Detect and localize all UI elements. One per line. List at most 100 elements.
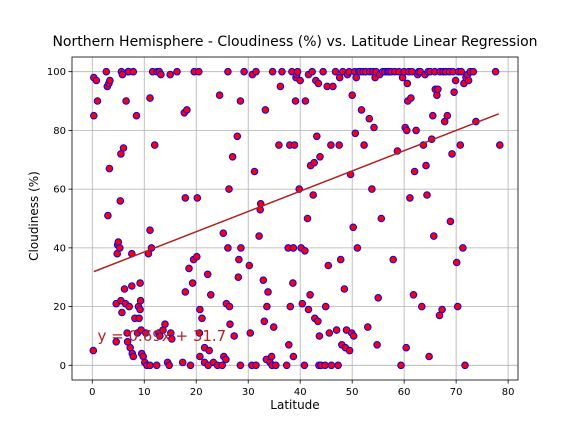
scatter-point <box>443 111 452 120</box>
scatter-point <box>125 302 133 311</box>
scatter-point <box>298 299 307 308</box>
scatter-point <box>226 320 234 329</box>
scatter-point <box>93 97 102 105</box>
scatter-point <box>142 329 150 337</box>
scatter-points <box>89 67 504 370</box>
scatter-point <box>314 79 323 88</box>
scatter-point <box>129 67 138 76</box>
scatter-point <box>300 361 309 370</box>
scatter-point <box>269 323 278 331</box>
plot-frame <box>71 56 519 381</box>
scatter-point <box>340 285 349 293</box>
scatter-point <box>285 341 293 349</box>
scatter-point <box>422 161 430 170</box>
scatter-point <box>236 361 245 370</box>
scatter-point <box>196 305 204 314</box>
scatter-point <box>389 255 398 264</box>
scatter-point <box>105 164 114 173</box>
scatter-point <box>119 144 128 152</box>
scatter-point <box>207 291 215 299</box>
scatter-point <box>496 141 504 149</box>
scatter-point <box>225 185 233 193</box>
scatter-point <box>448 150 456 158</box>
scatter-point <box>290 141 299 149</box>
scatter-point <box>365 114 374 123</box>
scatter-point <box>314 317 322 326</box>
scatter-point <box>349 223 358 232</box>
scatter-point <box>268 67 277 76</box>
scatter-point <box>348 91 357 99</box>
scatter-point <box>135 314 143 323</box>
scatter-point <box>275 141 283 149</box>
scatter-point <box>289 279 297 287</box>
x-tick-label: 0 <box>89 387 95 398</box>
scatter-point <box>331 67 340 76</box>
scatter-point <box>321 302 330 311</box>
scatter-point <box>260 317 269 326</box>
scatter-point <box>434 85 442 94</box>
scatter-point <box>450 88 458 96</box>
scatter-point <box>329 82 337 91</box>
scatter-point <box>255 232 263 240</box>
scatter-point <box>228 153 237 161</box>
scatter-point <box>412 126 420 135</box>
scatter-point <box>237 244 245 252</box>
scatter-point <box>259 276 268 285</box>
scatter-point <box>267 352 276 361</box>
scatter-point <box>335 141 344 149</box>
scatter-point <box>136 305 144 314</box>
scatter-point <box>364 323 372 331</box>
scatter-point <box>146 226 154 234</box>
regression-line <box>93 113 500 273</box>
scatter-point <box>453 302 462 311</box>
scatter-point <box>157 70 165 79</box>
scatter-point <box>423 191 431 199</box>
scatter-point <box>150 141 159 149</box>
scatter-point <box>357 106 366 114</box>
scatter-point <box>403 79 412 88</box>
scatter-point <box>459 244 467 252</box>
scatter-point <box>452 258 461 267</box>
scatter-point <box>403 126 411 135</box>
scatter-point <box>368 185 376 193</box>
scatter-point <box>233 132 242 141</box>
scatter-point <box>264 288 272 296</box>
chart-title: Northern Hemisphere - Cloudiness (%) vs.… <box>52 34 537 50</box>
scatter-point <box>120 285 129 293</box>
scatter-point <box>205 346 213 355</box>
x-tick-label: 50 <box>346 387 359 398</box>
scatter-point <box>152 361 161 370</box>
scatter-point <box>89 346 98 355</box>
scatter-point <box>222 355 230 364</box>
scatter-point <box>106 76 114 85</box>
scatter-point <box>353 244 362 252</box>
scatter-point <box>289 352 298 361</box>
scatter-point <box>92 76 101 85</box>
scatter-point <box>165 361 173 370</box>
scatter-point <box>293 67 302 76</box>
scatter-point <box>406 194 414 202</box>
scatter-point <box>166 70 174 79</box>
scatter-point <box>325 329 334 337</box>
y-tick-label: 40 <box>53 243 66 254</box>
scatter-point <box>306 291 314 299</box>
y-tick-label: 0 <box>60 361 66 372</box>
scatter-point <box>310 158 319 167</box>
scatter-point <box>203 270 212 279</box>
x-tick-label: 60 <box>398 387 411 398</box>
scatter-point <box>102 67 111 76</box>
scatter-point <box>186 361 195 370</box>
scatter-point <box>128 282 136 290</box>
scatter-point <box>116 197 125 205</box>
y-tick-label: 20 <box>53 302 66 313</box>
scatter-point <box>309 191 318 199</box>
scatter-point <box>129 352 138 361</box>
scatter-point <box>289 244 298 252</box>
scatter-point <box>136 279 144 287</box>
scatter-point <box>446 217 455 226</box>
y-tick-label: 80 <box>53 126 66 137</box>
scatter-point <box>219 229 228 237</box>
scatter-point <box>324 261 333 270</box>
scatter-point <box>181 194 190 202</box>
x-tick-label: 30 <box>242 387 255 398</box>
